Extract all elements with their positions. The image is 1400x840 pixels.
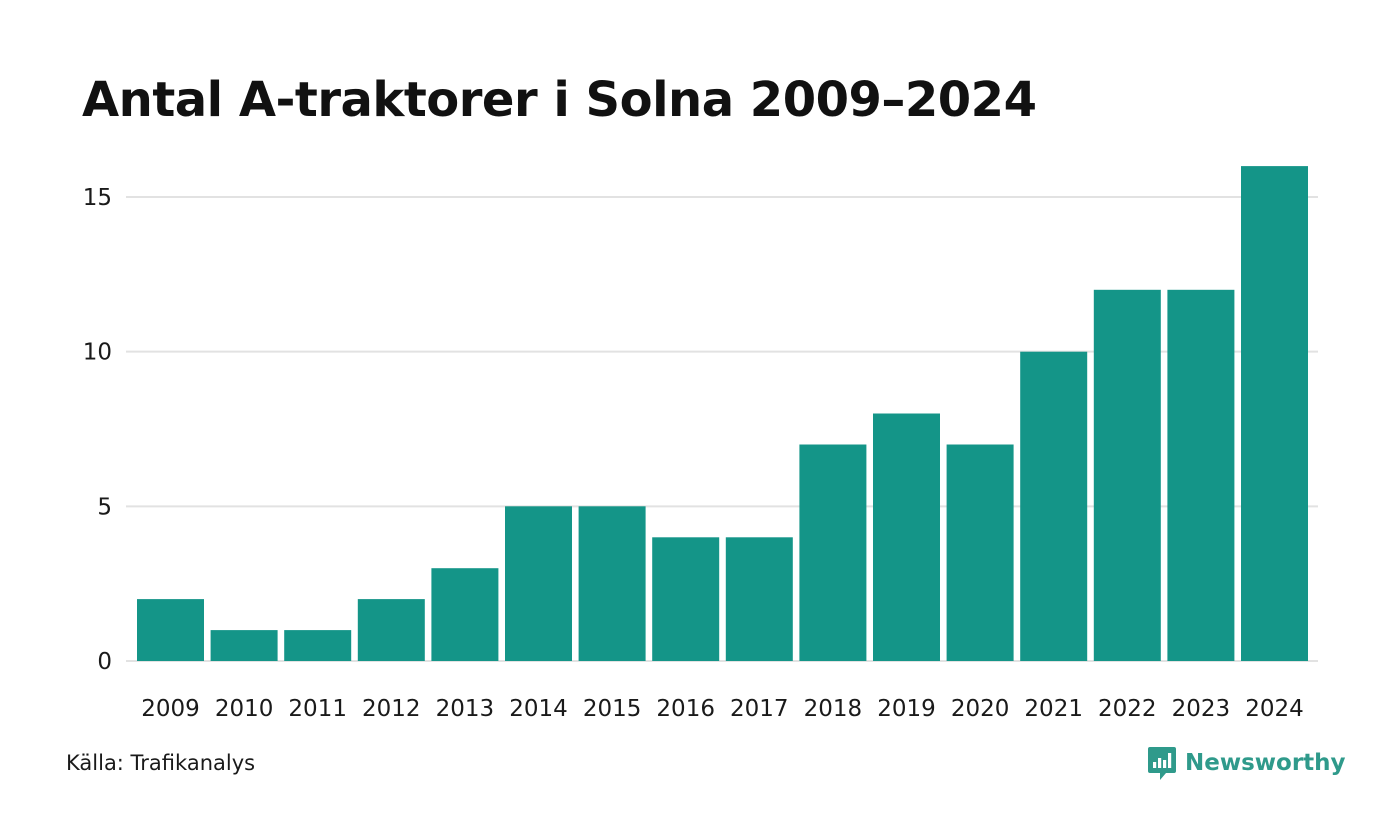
bar-2023: [1167, 289, 1235, 661]
y-tick-label: 0: [97, 649, 112, 675]
brand-logo[interactable]: Newsworthy: [1147, 743, 1346, 783]
x-tick-label: 2024: [1245, 696, 1304, 722]
bar-2011: [284, 630, 352, 661]
x-tick-label: 2023: [1172, 696, 1231, 722]
bar-2010: [210, 630, 278, 661]
bar-2024: [1241, 166, 1308, 661]
x-tick-label: 2017: [730, 696, 789, 722]
x-tick-label: 2010: [215, 696, 274, 722]
bar-2014: [505, 506, 572, 661]
x-tick-label: 2009: [141, 696, 200, 722]
bar-2015: [578, 506, 646, 661]
chart-title: Antal A-traktorer i Solna 2009–2024: [82, 72, 1037, 128]
brand-name: Newsworthy: [1185, 750, 1346, 776]
x-tick-label: 2011: [288, 696, 347, 722]
x-tick-label: 2012: [362, 696, 421, 722]
y-tick-label: 10: [83, 340, 112, 366]
x-axis-ticks: 2009 2010 2011 2012 2013 2014 2015 2016 2017 2018…: [141, 696, 1304, 722]
bar-2020: [946, 444, 1014, 661]
y-tick-label: 15: [83, 185, 112, 211]
x-tick-label: 2022: [1098, 696, 1157, 722]
x-tick-label: 2015: [583, 696, 642, 722]
y-axis-ticks: 0 5 10 15: [83, 185, 112, 675]
bar-2012: [357, 599, 425, 661]
bar-2021: [1020, 351, 1088, 661]
x-tick-label: 2016: [656, 696, 715, 722]
x-tick-label: 2013: [436, 696, 495, 722]
x-tick-label: 2014: [509, 696, 568, 722]
bar-2019: [873, 413, 940, 661]
bar-2009: [137, 599, 204, 661]
newsworthy-logo-icon: [1148, 747, 1176, 780]
x-tick-label: 2020: [951, 696, 1010, 722]
x-tick-label: 2018: [804, 696, 863, 722]
bar-2016: [652, 537, 720, 661]
source-note: Källa: Trafikanalys: [66, 751, 256, 775]
bar-2018: [799, 444, 867, 661]
bar-2017: [725, 537, 793, 661]
bar-2022: [1093, 289, 1161, 661]
bar-2013: [431, 568, 499, 661]
x-tick-label: 2019: [877, 696, 936, 722]
bars: [137, 166, 1308, 661]
x-tick-label: 2021: [1024, 696, 1083, 722]
y-tick-label: 5: [97, 494, 112, 520]
